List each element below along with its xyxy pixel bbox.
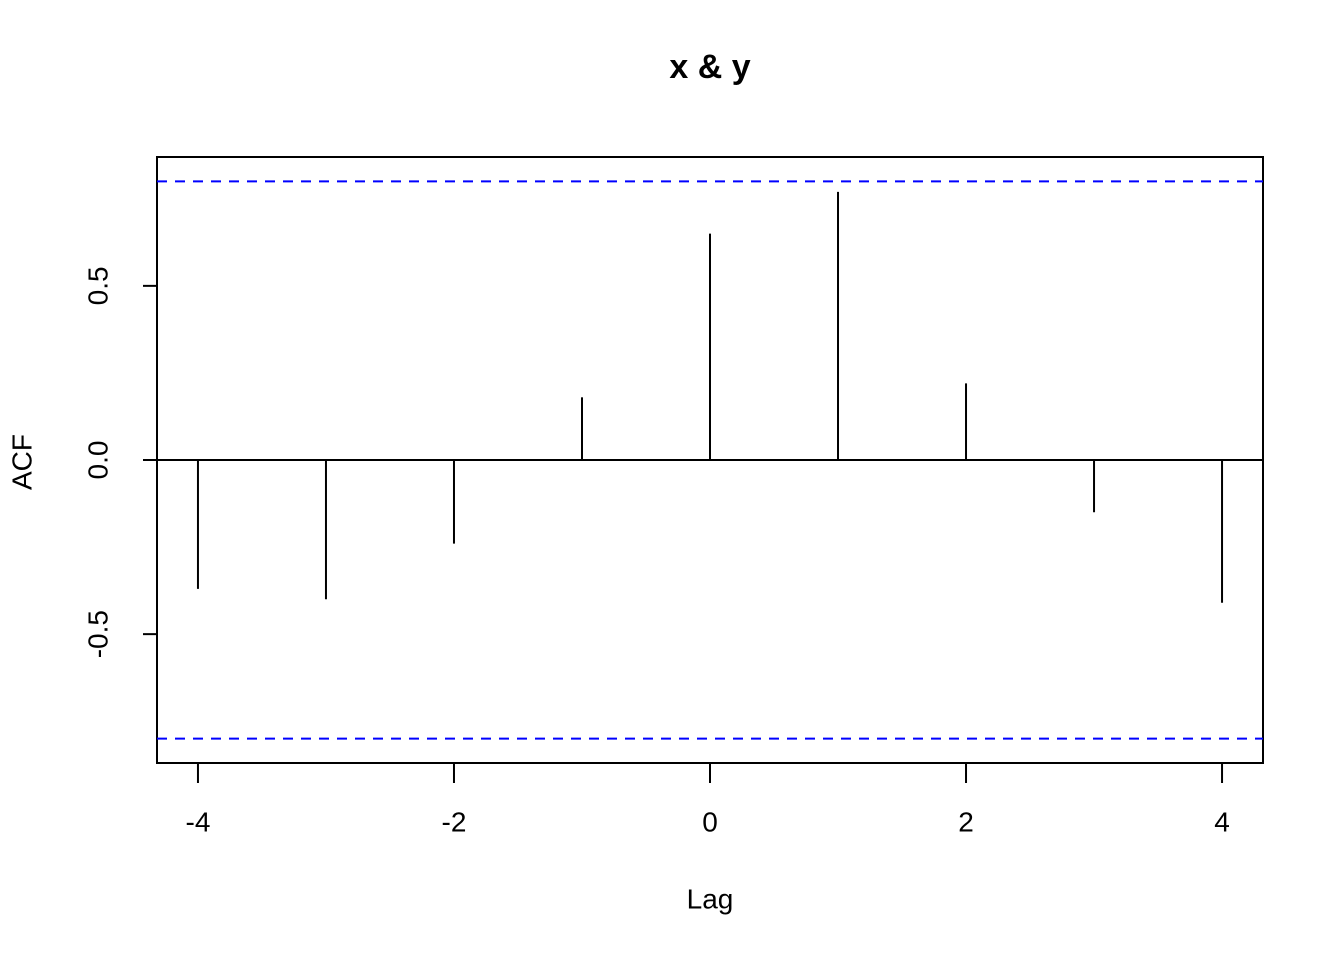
y-tick-label: 0.0: [82, 441, 113, 480]
x-tick-label: 2: [958, 806, 974, 837]
x-tick-label: -2: [442, 806, 467, 837]
x-axis-label: Lag: [687, 883, 734, 914]
y-axis-label: ACF: [6, 434, 37, 490]
x-tick-label: 0: [702, 806, 718, 837]
x-tick-label: -4: [186, 806, 211, 837]
y-tick-label: -0.5: [82, 610, 113, 658]
chart-title: x & y: [669, 48, 750, 86]
y-tick-label: 0.5: [82, 266, 113, 305]
x-tick-label: 4: [1214, 806, 1230, 837]
